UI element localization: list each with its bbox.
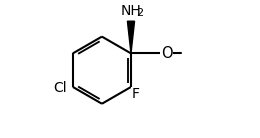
Text: Cl: Cl xyxy=(53,81,67,95)
Text: NH: NH xyxy=(121,4,141,18)
Text: F: F xyxy=(132,87,140,101)
Text: O: O xyxy=(161,46,172,61)
Polygon shape xyxy=(127,21,134,53)
Text: 2: 2 xyxy=(136,8,143,18)
